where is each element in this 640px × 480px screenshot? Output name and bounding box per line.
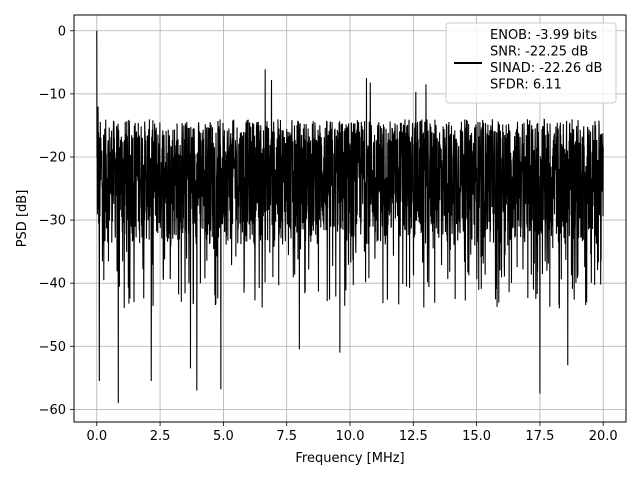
axis-ticks: 0.0 2.5 5.0 7.5 10.0 12.5 15.0 17.5 20.0 0 −10 −20 −…: [39, 24, 618, 444]
y-axis-label: PSD [dB]: [15, 190, 30, 248]
y-tick-label: 0: [58, 24, 66, 39]
series-layer: [96, 30, 604, 404]
x-tick-label: 0.0: [86, 429, 107, 444]
x-tick-label: 15.0: [462, 429, 491, 444]
y-tick-label: −30: [39, 214, 66, 229]
legend-text-line: SNR: -22.25 dB: [490, 45, 588, 60]
y-tick-label: −10: [39, 87, 66, 102]
y-tick-label: −40: [39, 277, 66, 292]
x-tick-label: 12.5: [399, 429, 428, 444]
legend-box: [445, 22, 617, 104]
legend: ENOB: -3.99 bits SNR: -22.25 dB SINAD: -22…: [445, 22, 617, 104]
x-axis-label: Frequency [MHz]: [295, 451, 404, 466]
x-tick-label: 10.0: [336, 429, 365, 444]
x-tick-label: 20.0: [589, 429, 618, 444]
legend-text-line: SINAD: -22.26 dB: [490, 61, 602, 76]
y-tick-label: −20: [39, 150, 66, 165]
y-tick-label: −50: [39, 340, 66, 355]
legend-label: ENOB: -3.99 bits SNR: -22.25 dB SINAD: -22…: [490, 28, 602, 93]
x-tick-label: 17.5: [525, 429, 554, 444]
psd-series-line: [96, 30, 604, 404]
x-tick-label: 2.5: [150, 429, 171, 444]
legend-text-line: ENOB: -3.99 bits: [490, 28, 597, 43]
y-tick-label: −60: [39, 403, 66, 418]
legend-text-line: SFDR: 6.11: [490, 78, 562, 93]
x-tick-label: 7.5: [276, 429, 297, 444]
x-tick-label: 5.0: [213, 429, 234, 444]
